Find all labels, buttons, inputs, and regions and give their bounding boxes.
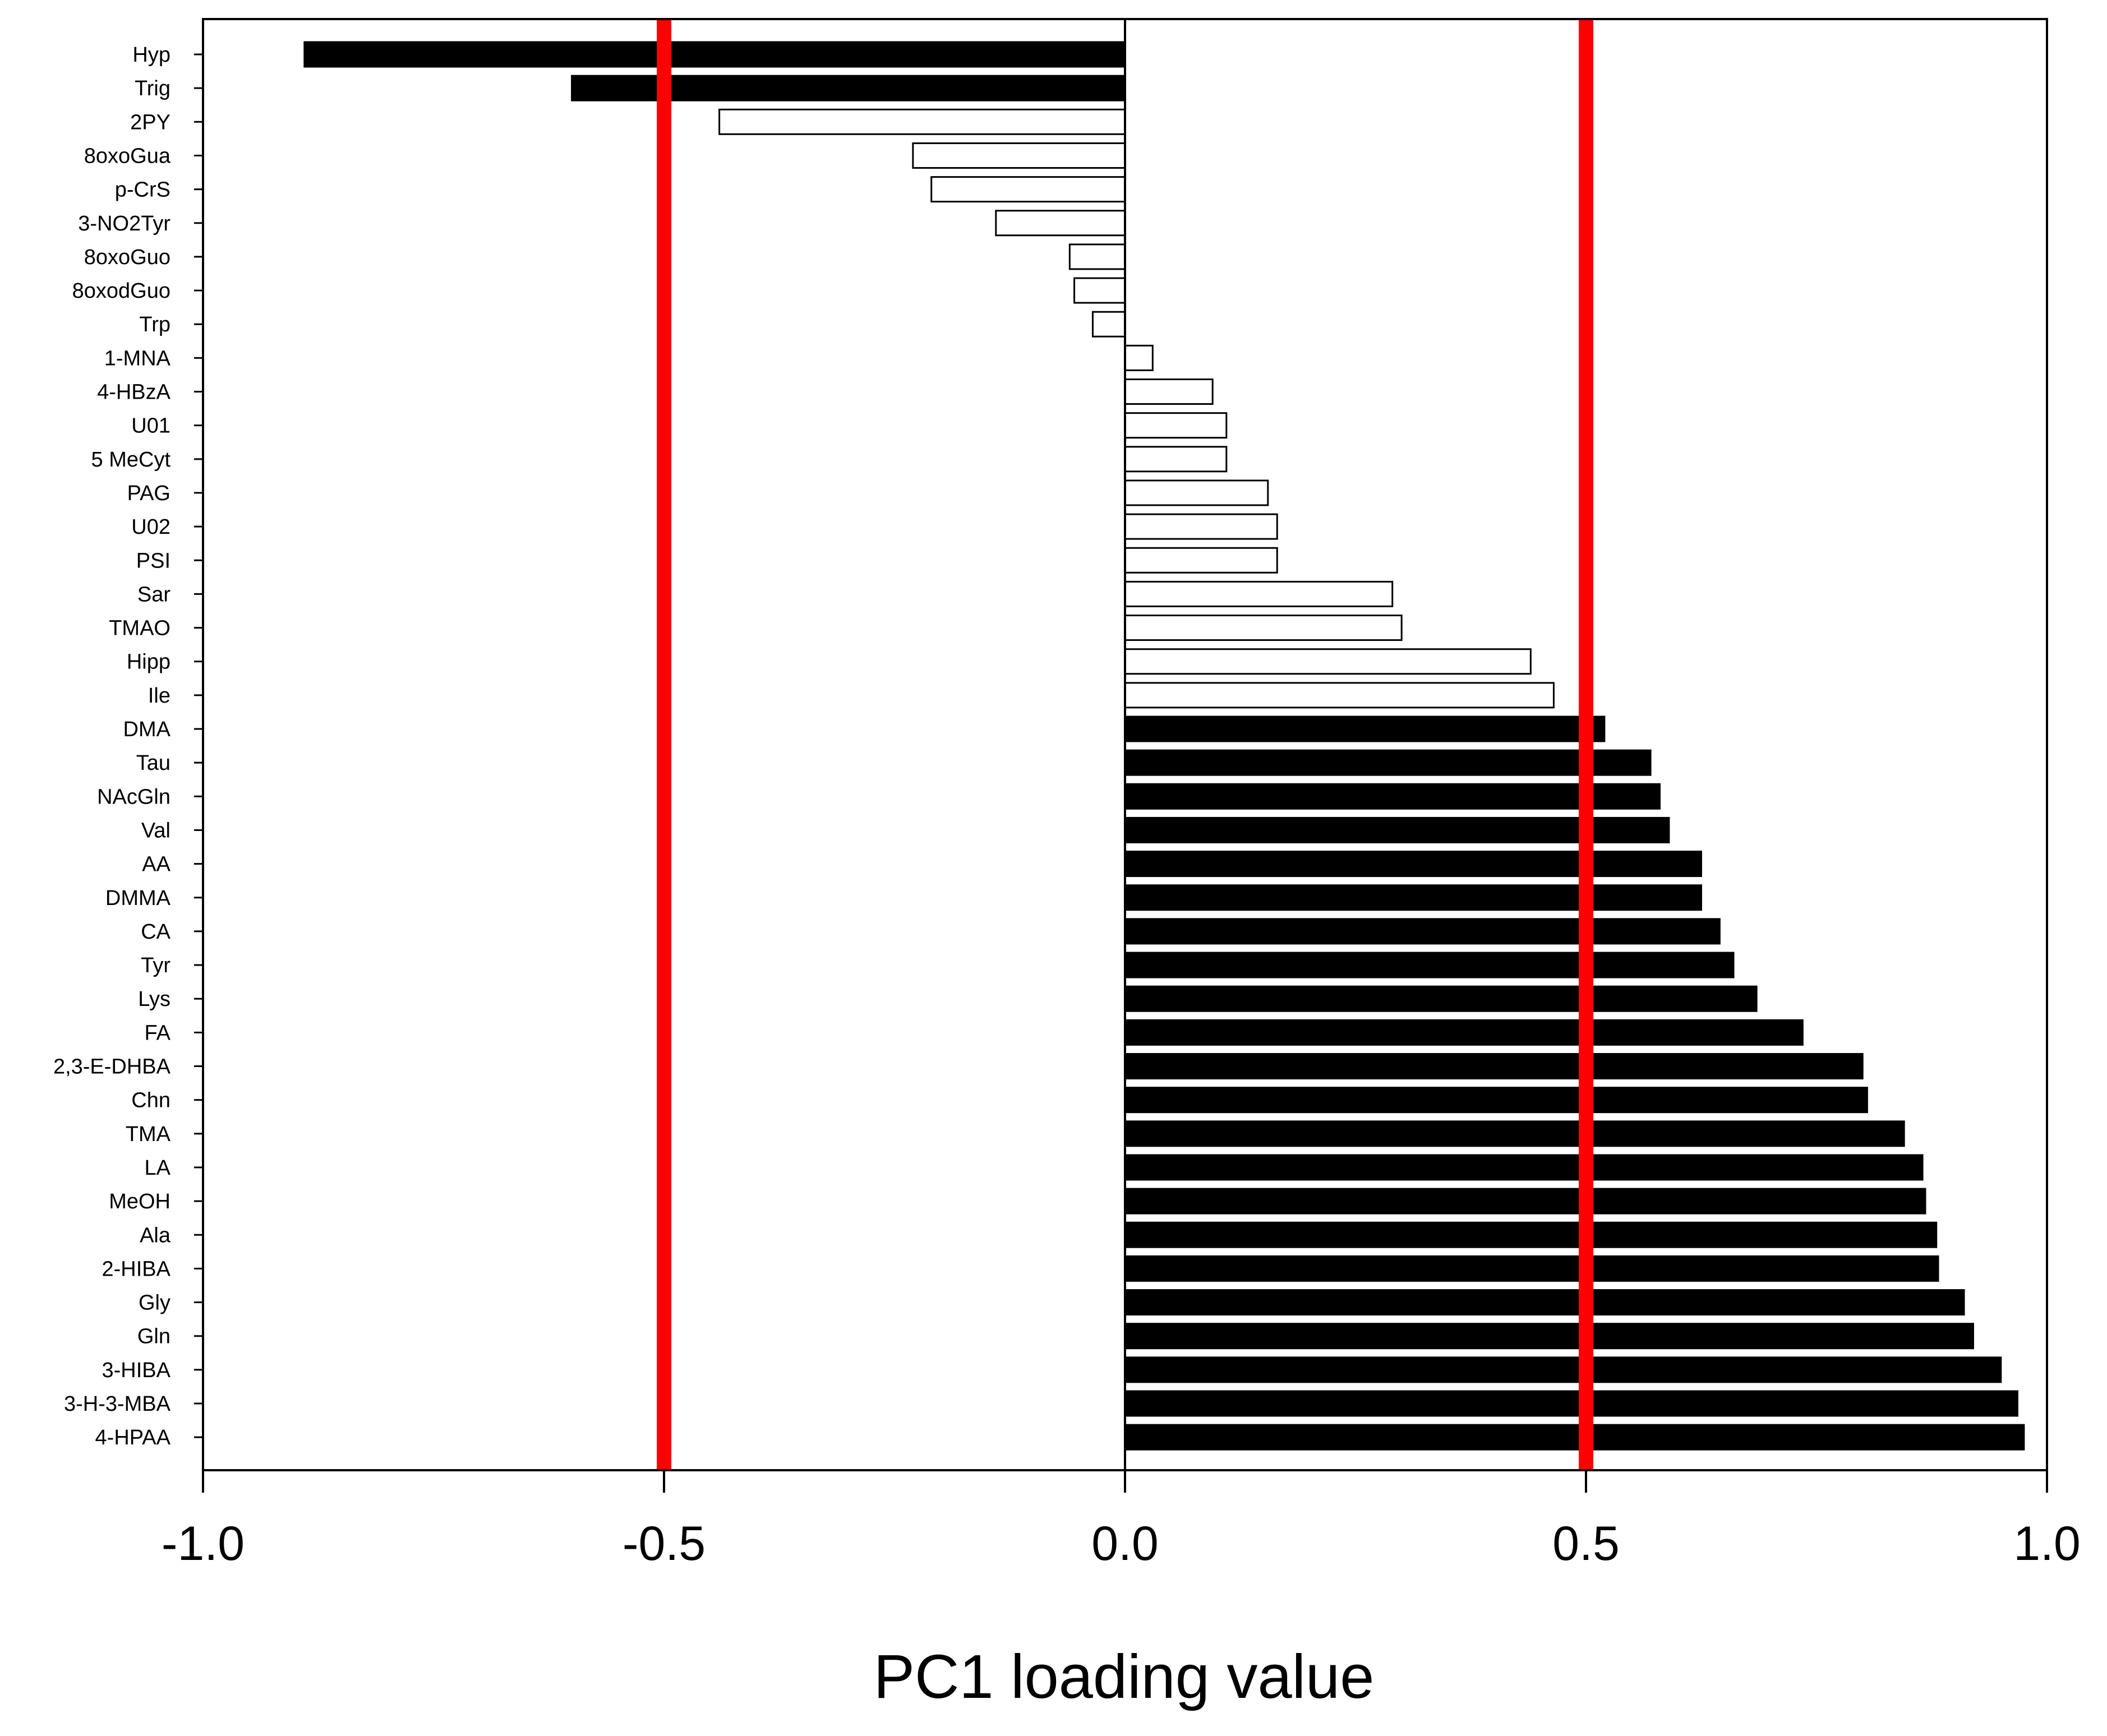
y-tick-label: Chn [131,1089,170,1112]
x-tick-label: 1.0 [2013,1517,2081,1571]
y-tick-label: Trig [135,77,170,100]
y-tick-label: Tyr [141,954,170,977]
bar-8oxoGua [912,142,1126,169]
bar-Trig [571,75,1126,101]
y-tick-label: MeOH [109,1190,170,1213]
bar-3-H-3-MBA [1124,1390,2018,1417]
y-tick-label: PSI [136,549,170,572]
bar-PSI [1124,547,1278,574]
x-tick-label: -1.0 [162,1517,245,1571]
y-tick-label: Gly [139,1291,170,1315]
x-tick-label: 0.5 [1552,1517,1620,1571]
bar-8oxoGuo [1068,243,1126,270]
y-tick-label: Hyp [132,43,170,67]
bar-Lys [1124,985,1758,1012]
y-tick-label: 1-MNA [104,347,171,370]
bar-8oxodGuo [1073,277,1126,304]
y-tick-label: 8oxoGuo [84,246,170,269]
bar-Chn [1124,1087,1868,1114]
axes-layer [194,18,2048,1493]
bar-Tau [1124,749,1652,776]
threshold-layer [657,19,1593,1470]
y-tick-label: 4-HBzA [97,381,171,404]
y-tick-label: TMAO [109,617,170,640]
y-tick-label: NAcGln [97,785,170,809]
y-tick-label: U01 [131,414,170,438]
bar-U01 [1124,412,1228,439]
y-tick-label: Val [141,819,170,842]
y-tick-label: FA [145,1021,171,1045]
bar-Tyr [1124,952,1735,978]
bar-Ile [1124,682,1555,709]
bar-Hyp [303,41,1126,68]
x-axis-title: PC1 loading value [874,1642,1375,1711]
y-tick-label: 3-H-3-MBA [64,1392,171,1416]
y-tick-label: Sar [137,583,170,606]
bar-DMA [1124,715,1606,742]
y-tick-label: 8oxodGuo [72,279,170,303]
bar-1-MNA [1124,344,1154,371]
bars-layer [303,41,2025,1451]
y-tick-label: U02 [131,515,170,539]
y-tick-label: Trp [139,313,170,336]
y-tick-label: Ala [140,1223,171,1247]
bar-DMMA [1124,884,1702,911]
bar-5 MeCyt [1124,446,1228,473]
x-tick-label: 0.0 [1091,1517,1159,1571]
bar-2-HIBA [1124,1255,1939,1282]
y-tick-label: Tau [136,751,170,775]
bar-Sar [1124,580,1394,607]
bar-p-CrS [930,176,1126,203]
y-tick-label: TMA [126,1123,171,1146]
bar-CA [1124,918,1721,945]
bar-LA [1124,1154,1924,1181]
y-tick-label: Gln [137,1325,170,1349]
bar-Val [1124,816,1670,843]
y-tick-label: CA [141,920,170,944]
y-tick-label: 2,3-E-DHBA [53,1055,171,1079]
bar-PAG [1124,479,1269,506]
y-tick-label: AA [142,853,170,876]
bar-2,3-E-DHBA [1124,1053,1864,1079]
y-tick-label: Hipp [127,650,170,674]
y-tick-label: DMA [123,718,171,741]
bar-Gly [1124,1289,1965,1316]
bar-4-HPAA [1124,1424,2025,1451]
y-tick-label: Lys [138,987,170,1011]
bar-Gln [1124,1323,1974,1350]
bar-4-HBzA [1124,378,1214,405]
y-tick-label: 3-HIBA [102,1359,171,1382]
bar-3-HIBA [1124,1356,2002,1383]
y-tick-label: 3-NO2Tyr [78,212,170,236]
bar-AA [1124,851,1702,878]
y-tick-label: p-CrS [115,178,170,202]
bar-Hipp [1124,648,1532,675]
bar-Ala [1124,1221,1938,1248]
y-tick-label: LA [145,1156,171,1180]
bar-3-NO2Tyr [995,210,1126,237]
bar-MeOH [1124,1188,1926,1215]
y-tick-label: 2PY [130,110,170,134]
bar-U02 [1124,513,1278,540]
bar-FA [1124,1019,1804,1046]
y-tick-label: 8oxoGua [84,144,171,168]
bar-2PY [718,108,1126,135]
bar-Trp [1091,311,1126,338]
y-tick-label: 2-HIBA [102,1257,171,1281]
y-tick-labels: Hyp Trig 2PY 8oxoGua p-CrS 3-NO2Tyr 8oxoGuo 8ox… [53,43,171,1449]
y-tick-label: DMMA [105,887,171,910]
x-tick-labels: -1.0 -0.5 0.0 0.5 1.0 [162,1517,2081,1571]
y-tick-label: Ile [148,684,170,708]
y-tick-label: 4-HPAA [95,1426,171,1449]
bar-TMAO [1124,615,1403,641]
y-tick-label: 5 MeCyt [91,448,171,472]
x-tick-label: -0.5 [623,1517,706,1571]
bar-TMA [1124,1120,1905,1147]
y-tick-label: PAG [127,482,170,505]
